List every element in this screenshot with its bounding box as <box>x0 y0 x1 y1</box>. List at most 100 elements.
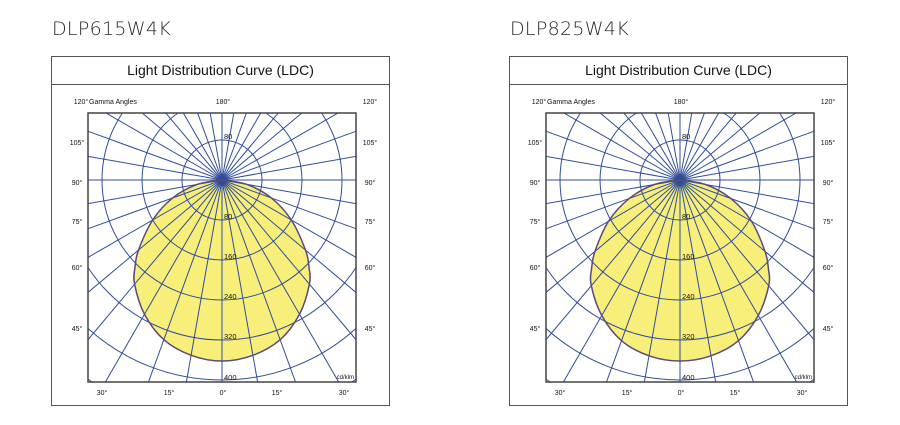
polar-ray <box>679 113 720 181</box>
polar-ray <box>546 130 681 181</box>
polar-ray <box>655 113 681 181</box>
polar-ray <box>546 179 681 205</box>
ldc-panel-1: DLP615W4K Light Distribution Curve (LDC)… <box>0 0 420 425</box>
angle-label: 90° <box>823 179 834 187</box>
angle-label: 15° <box>164 389 175 397</box>
polar-ray <box>679 179 798 382</box>
angle-label: 60° <box>823 264 834 272</box>
polar-ray <box>88 179 223 230</box>
polar-ray <box>88 179 223 258</box>
gamma-angles-label: Gamma Angles <box>547 99 595 106</box>
angle-label: 75° <box>365 218 376 226</box>
radial-tick-label: 240 <box>682 292 695 301</box>
angle-label: 15° <box>272 389 283 397</box>
polar-ray <box>679 113 798 181</box>
polar-ray <box>141 113 223 181</box>
angle-label: 60° <box>365 264 376 272</box>
chart-title: Light Distribution Curve (LDC) <box>52 57 389 85</box>
plot-frame <box>87 112 357 383</box>
polar-ray <box>546 179 681 294</box>
gamma-angles-label: Gamma Angles <box>89 99 137 106</box>
polar-ray <box>182 113 223 181</box>
radial-tick-label: 80 <box>682 132 690 141</box>
polar-ray <box>562 113 681 181</box>
angle-label: 180° <box>216 98 231 106</box>
polar-ray <box>185 179 223 382</box>
polar-ray <box>88 179 223 205</box>
polar-ray <box>605 179 681 382</box>
polar-ray <box>546 179 681 258</box>
polar-ray <box>221 179 340 382</box>
model-name: DLP825W4K <box>510 18 629 40</box>
polar-ray <box>88 179 223 341</box>
angle-label: 120° <box>532 98 547 106</box>
polar-ray <box>221 179 356 230</box>
angle-label: 75° <box>72 218 83 226</box>
angle-label: 45° <box>72 325 83 333</box>
ldc-panel-2: DLP825W4K Light Distribution Curve (LDC)… <box>0 0 848 425</box>
angle-label: 60° <box>72 264 83 272</box>
angle-label: 105° <box>70 139 85 147</box>
polar-ray <box>221 130 356 181</box>
angle-label: 30° <box>797 389 808 397</box>
angle-label: 120° <box>74 98 89 106</box>
polar-ray <box>221 179 356 294</box>
polar-ray <box>679 179 814 230</box>
polar-ray <box>221 179 356 341</box>
angle-label: 30° <box>339 389 350 397</box>
angle-label: 0° <box>220 389 227 397</box>
radial-tick-label: 240 <box>224 292 237 301</box>
unit-label: cd/klm <box>795 375 812 381</box>
polar-ray <box>147 179 223 382</box>
angle-label: 120° <box>363 98 378 106</box>
polar-ray <box>88 130 223 181</box>
radial-tick-label: 320 <box>682 332 695 341</box>
ldc-curve <box>133 179 311 362</box>
polar-ray <box>221 113 340 181</box>
angle-label: 120° <box>821 98 836 106</box>
polar-ray <box>197 113 223 181</box>
angle-label: 45° <box>365 325 376 333</box>
polar-ray <box>679 179 814 294</box>
angle-label: 45° <box>823 325 834 333</box>
angle-label: 90° <box>72 179 83 187</box>
radial-tick-label: 80 <box>682 212 690 221</box>
polar-ray <box>221 179 297 382</box>
polar-ray <box>221 113 247 181</box>
angle-label: 0° <box>678 389 685 397</box>
chart-title: Light Distribution Curve (LDC) <box>510 57 847 85</box>
angle-label: 105° <box>528 139 543 147</box>
polar-ray <box>623 113 681 181</box>
radial-tick-label: 400 <box>224 373 237 382</box>
polar-ray <box>679 113 737 181</box>
polar-ray <box>667 113 681 181</box>
polar-ray <box>221 179 356 205</box>
angle-label: 15° <box>730 389 741 397</box>
polar-ray <box>221 113 235 181</box>
polar-ray <box>221 179 356 258</box>
angle-label: 75° <box>530 218 541 226</box>
polar-ray <box>679 179 814 258</box>
polar-ray <box>546 179 681 341</box>
model-name: DLP615W4K <box>52 18 171 40</box>
polar-ray <box>221 179 259 382</box>
polar-ray <box>679 113 705 181</box>
radial-tick-label: 400 <box>682 373 695 382</box>
angle-label: 60° <box>530 264 541 272</box>
angle-label: 45° <box>530 325 541 333</box>
polar-ray <box>679 130 814 181</box>
polar-ray <box>209 113 223 181</box>
polar-ray <box>546 179 681 230</box>
polar-ray <box>221 113 303 181</box>
polar-ray <box>679 179 717 382</box>
radial-tick-label: 320 <box>224 332 237 341</box>
polar-ray <box>679 179 755 382</box>
polar-ray <box>640 113 681 181</box>
angle-label: 30° <box>555 389 566 397</box>
ldc-curve <box>589 179 771 362</box>
polar-ray <box>679 113 761 181</box>
angle-label: 30° <box>97 389 108 397</box>
angle-label: 90° <box>365 179 376 187</box>
polar-ray <box>104 179 223 382</box>
